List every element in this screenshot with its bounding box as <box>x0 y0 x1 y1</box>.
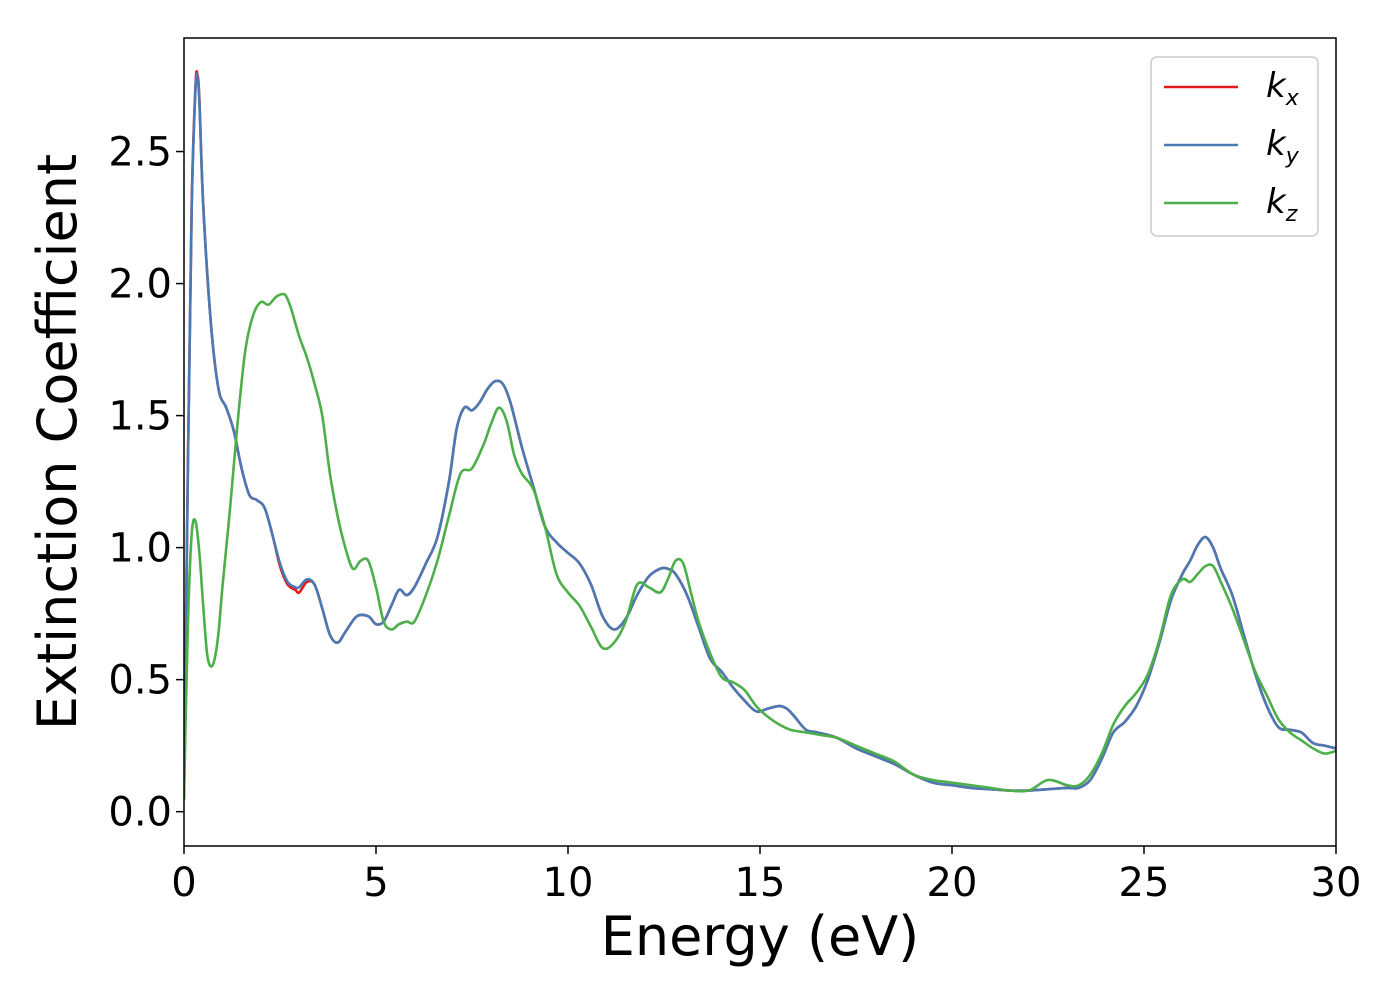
y-tick-label: 1.0 <box>108 526 172 572</box>
x-axis-ticks: 0 5 10 15 20 25 30 <box>171 846 1361 906</box>
x-tick-label: 20 <box>927 860 978 906</box>
legend-label-kx: kx <box>1266 66 1300 111</box>
x-tick-label: 5 <box>363 860 388 906</box>
x-tick-label: 0 <box>171 860 196 906</box>
y-axis-ticks: 0.0 0.5 1.0 1.5 2.0 2.5 <box>108 130 184 836</box>
x-tick-label: 25 <box>1119 860 1170 906</box>
legend: kx ky kz <box>1150 56 1319 237</box>
series-layer <box>184 70 1336 800</box>
x-axis-label: Energy (eV) <box>601 905 920 968</box>
legend-label-ky: ky <box>1266 124 1300 169</box>
y-tick-label: 0.5 <box>108 658 172 704</box>
y-axis-label: Extinction Coefficient <box>26 154 89 730</box>
y-tick-label: 2.0 <box>108 262 172 308</box>
x-tick-label: 30 <box>1311 860 1362 906</box>
x-tick-label: 15 <box>735 860 786 906</box>
legend-label-kz: kz <box>1266 182 1298 227</box>
x-tick-label: 10 <box>543 860 594 906</box>
y-tick-label: 2.5 <box>108 130 172 176</box>
legend-frame <box>1150 56 1319 237</box>
y-tick-label: 0.0 <box>108 790 172 836</box>
series-line-kz <box>184 292 1336 800</box>
series-line-ky <box>184 72 1336 800</box>
y-tick-label: 1.5 <box>108 394 172 440</box>
